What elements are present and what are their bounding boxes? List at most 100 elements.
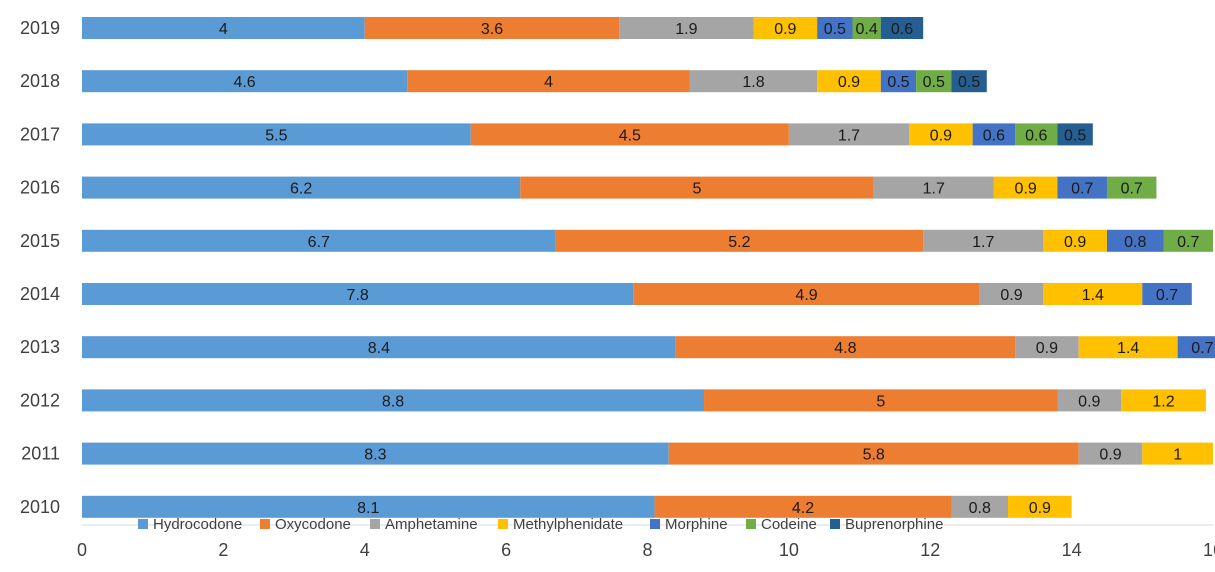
bar-segment (1015, 336, 1079, 359)
data-label: 0.7 (1177, 234, 1199, 251)
legend-item: Oxycodone (260, 516, 351, 533)
y-category-label: 2016 (20, 178, 60, 198)
data-label: 1.8 (742, 74, 764, 91)
data-label: 0.5 (1064, 127, 1086, 144)
bar-segment (1177, 336, 1215, 359)
data-label: 4.6 (233, 74, 255, 91)
bar-segment (82, 176, 521, 199)
bar-segment (82, 442, 669, 465)
bar-segment (1163, 229, 1213, 252)
data-label: 0.5 (958, 74, 980, 91)
bar-segment (873, 176, 994, 199)
y-category-label: 2010 (20, 497, 60, 517)
data-label: 1.7 (923, 181, 945, 198)
data-label: 1.4 (1082, 287, 1104, 304)
legend-label: Buprenorphine (845, 516, 943, 533)
data-label: 0.6 (1025, 127, 1047, 144)
bar-segment (1015, 123, 1058, 146)
data-label: 0.6 (983, 127, 1005, 144)
data-label: 4.2 (792, 500, 814, 517)
data-label: 1 (1173, 447, 1182, 464)
data-label: 4.9 (795, 287, 817, 304)
bar-segment (668, 442, 1079, 465)
data-label: 1.4 (1117, 340, 1139, 357)
bar-segment (704, 389, 1058, 412)
legend-item: Amphetamine (370, 516, 478, 533)
x-tick-label: 8 (642, 540, 652, 560)
y-category-label: 2011 (21, 444, 60, 464)
x-axis-tick-labels: 0 2 4 6 8 10 12 14 16 (77, 540, 1215, 560)
y-category-label: 2019 (20, 18, 60, 38)
bar-segment (82, 336, 676, 359)
bar-segment (993, 176, 1058, 199)
bar-segment (619, 17, 754, 39)
bar-segment (753, 17, 818, 39)
data-label: 1.7 (972, 234, 994, 251)
y-category-label: 2013 (20, 337, 60, 357)
data-label: 3.6 (481, 21, 503, 38)
bar-segment (82, 17, 365, 39)
data-label: 0.9 (1099, 447, 1121, 464)
bar-segment (817, 70, 881, 93)
data-label: 8.1 (357, 500, 379, 517)
data-label: 5.8 (863, 447, 885, 464)
bar-segment (82, 495, 655, 518)
legend-item: Methylphenidate (498, 516, 623, 533)
legend-item: Hydrocodone (138, 516, 242, 533)
legend: Hydrocodone Oxycodone Amphetamine Methylphe… (138, 516, 943, 533)
bar-segment (82, 123, 471, 146)
bar-segment (1078, 442, 1143, 465)
data-label: 0.8 (1124, 234, 1146, 251)
bar-segment (1008, 495, 1072, 518)
legend-label: Morphine (665, 516, 728, 533)
bar-segment (689, 70, 818, 93)
x-tick-label: 2 (218, 540, 228, 560)
data-label: 5 (876, 393, 885, 410)
x-tick-label: 10 (779, 540, 799, 560)
bar-segment (654, 495, 952, 518)
data-label: 0.7 (1156, 287, 1178, 304)
bar-segment (909, 123, 973, 146)
data-label: 0.5 (923, 74, 945, 91)
bar-segment (1057, 389, 1122, 412)
y-category-label: 2018 (20, 71, 60, 91)
y-axis-category-labels: 2019 2018 2017 2016 2015 2014 2013 2012 2011 2010 (20, 18, 60, 517)
bar-segment (916, 70, 952, 93)
data-label: 8.3 (364, 447, 386, 464)
legend-label: Oxycodone (275, 516, 351, 533)
data-label: 0.7 (1121, 181, 1143, 198)
legend-label: Amphetamine (385, 516, 478, 533)
x-tick-label: 4 (360, 540, 370, 560)
data-labels-layer: 4 3.6 1.9 0.9 0.5 0.4 0.6 4.6 4 1.8 0.9 0.5 0.5 0.5 5.… (219, 21, 1214, 517)
bar-segment (1078, 336, 1178, 359)
data-label: 0.9 (1064, 234, 1086, 251)
data-label: 8.4 (368, 340, 390, 357)
bar-segment (923, 229, 1044, 252)
legend-swatch (138, 519, 148, 529)
bar-segment (972, 123, 1016, 146)
data-label: 0.4 (856, 21, 878, 38)
bar-segment (520, 176, 874, 199)
x-tick-label: 6 (501, 540, 511, 560)
bar-segment (979, 283, 1044, 305)
bar-segment (1142, 283, 1192, 305)
bar-segment (951, 70, 987, 93)
bar-segment (364, 17, 620, 39)
data-label: 1.7 (838, 127, 860, 144)
data-label: 7.8 (347, 287, 369, 304)
bar-segment (470, 123, 789, 146)
legend-label: Hydrocodone (153, 516, 242, 533)
bar-segment (82, 70, 408, 93)
bar-segment (555, 229, 924, 252)
data-label: 5.5 (265, 127, 287, 144)
bar-segment (407, 70, 690, 93)
bar-segment (675, 336, 1016, 359)
y-category-label: 2015 (20, 231, 60, 251)
y-category-label: 2017 (20, 124, 60, 144)
legend-swatch (498, 519, 508, 529)
bar-segment (82, 229, 556, 252)
data-label: 0.7 (1071, 181, 1093, 198)
data-label: 0.9 (930, 127, 952, 144)
legend-label: Methylphenidate (513, 516, 623, 533)
